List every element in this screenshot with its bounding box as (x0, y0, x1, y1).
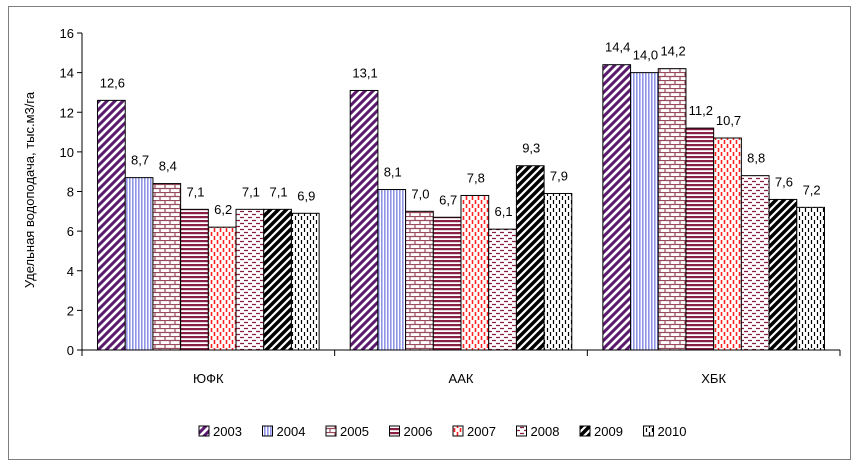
data-label: 7,1 (270, 184, 288, 199)
bar (207, 226, 237, 351)
bar (796, 206, 825, 351)
data-label: 10,7 (716, 113, 741, 128)
bar (97, 99, 126, 351)
data-label: 14,2 (660, 44, 685, 59)
data-label: 8,4 (159, 159, 177, 174)
y-tick-label: 16 (60, 26, 74, 41)
data-label: 8,1 (384, 165, 402, 180)
x-tick-label: ЮФК (193, 371, 224, 386)
bar (263, 208, 292, 351)
data-label: 7,1 (186, 184, 204, 199)
x-axis: ЮФК ААК ХБК (81, 349, 841, 386)
bar (515, 165, 545, 351)
x-tick-label: ХБК (701, 371, 726, 386)
bar (460, 194, 490, 351)
y-tick-label: 0 (67, 343, 74, 358)
bars (97, 64, 825, 351)
y-tick-label: 12 (60, 105, 74, 120)
data-label: 13,1 (352, 65, 377, 80)
bar (377, 189, 407, 351)
legend-swatch (198, 425, 210, 437)
y-tick-label: 8 (67, 185, 74, 200)
data-label: 8,8 (747, 151, 765, 166)
legend-label: 2006 (404, 424, 433, 439)
bar (713, 137, 742, 351)
y-tick-label: 10 (60, 145, 74, 160)
legend-label: 2007 (467, 424, 496, 439)
bar (290, 212, 320, 351)
legend-label: 2009 (594, 424, 623, 439)
y-axis-title: Удельная водоподача, тыс.м3/га (22, 91, 37, 288)
data-label: 6,9 (297, 188, 315, 203)
data-label: 6,7 (439, 192, 457, 207)
data-label: 14,4 (605, 40, 630, 55)
data-label: 14,0 (633, 48, 658, 63)
data-label: 7,6 (775, 174, 793, 189)
bar (543, 192, 573, 351)
bar (124, 177, 154, 351)
legend-swatch (579, 425, 591, 437)
y-axis: 0 2 4 6 8 10 12 14 16 (60, 26, 83, 358)
data-label: 7,8 (467, 170, 485, 185)
data-label: 7,9 (550, 168, 568, 183)
bar (405, 210, 434, 351)
legend-swatch (389, 425, 400, 437)
legend-label: 2008 (531, 424, 560, 439)
data-label: 7,2 (803, 182, 821, 197)
legend-label: 2010 (658, 424, 687, 439)
bar (740, 175, 770, 351)
x-tick-label: ААК (449, 371, 474, 386)
value-labels: 12,6 8,7 8,4 7,1 6,2 7,1 7,1 6,9 13,1 8,1 7,0 6,7 7,… (100, 40, 821, 219)
bar (685, 127, 715, 351)
y-tick-label: 2 (67, 303, 74, 318)
legend-swatch (452, 425, 464, 437)
legend: 2003 2004 2005 2006 2007 2008 2009 2010 (198, 424, 687, 439)
data-label: 7,1 (242, 184, 260, 199)
y-tick-label: 14 (60, 66, 74, 81)
bar (235, 208, 265, 351)
bar (152, 183, 182, 351)
data-label: 11,2 (689, 103, 713, 118)
legend-label: 2004 (277, 424, 306, 439)
bar (630, 72, 659, 351)
data-label: 7,0 (411, 186, 429, 201)
legend-swatch (516, 425, 527, 437)
legend-label: 2005 (340, 424, 369, 439)
bar (180, 208, 209, 351)
data-label: 9,3 (522, 141, 540, 156)
data-label: 6,1 (495, 204, 513, 219)
bar (657, 68, 687, 351)
legend-swatch (325, 425, 337, 437)
bar (432, 216, 462, 351)
data-label: 6,2 (214, 202, 232, 217)
data-label: 12,6 (100, 75, 125, 90)
data-label: 8,7 (131, 153, 149, 168)
legend-swatch (643, 425, 654, 437)
legend-swatch (262, 425, 273, 437)
y-tick-label: 4 (67, 264, 74, 279)
bar (488, 228, 517, 351)
bar (768, 198, 798, 351)
y-tick-label: 6 (67, 224, 74, 239)
bar (602, 64, 632, 351)
bar (349, 89, 379, 351)
legend-label: 2003 (213, 424, 242, 439)
